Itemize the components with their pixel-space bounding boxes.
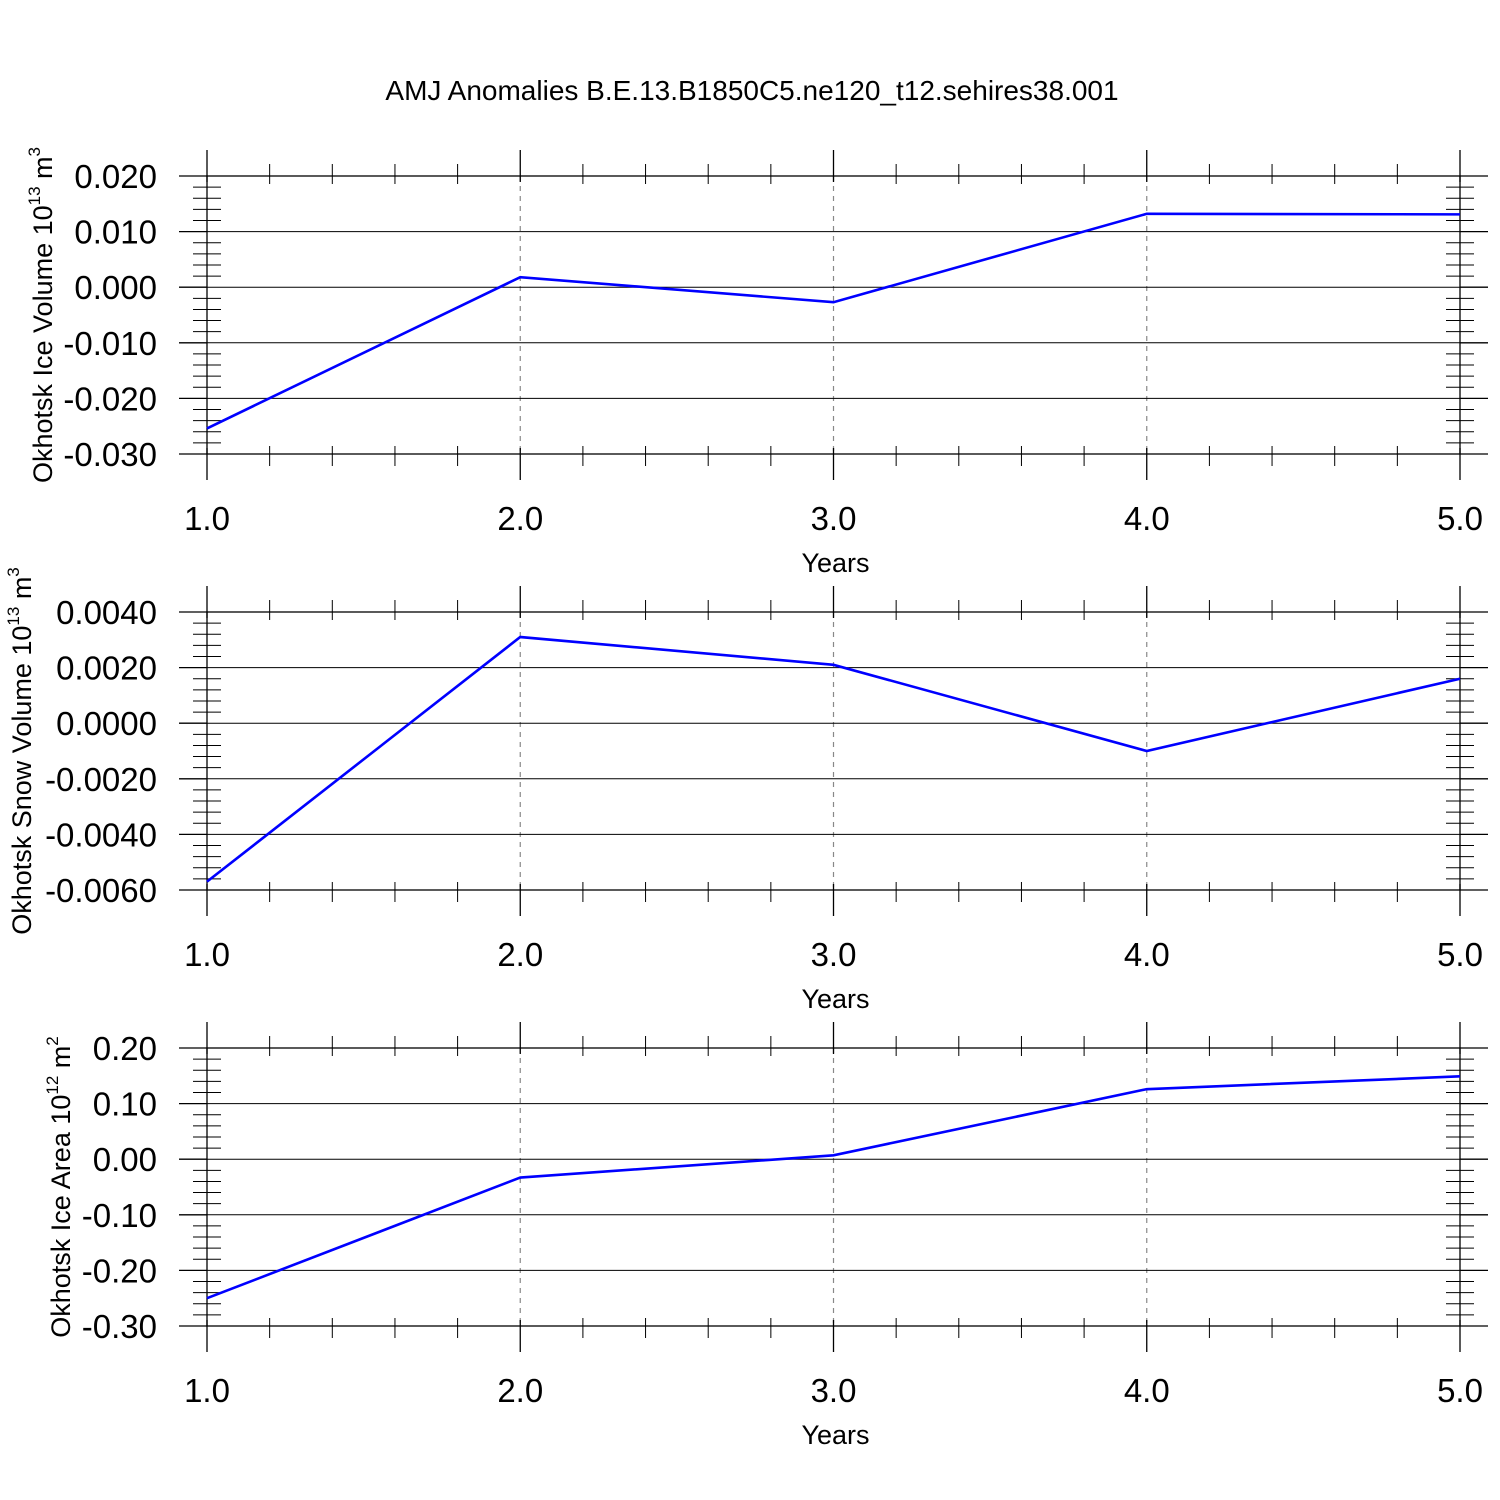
x-tick-label: 4.0 — [1124, 1372, 1170, 1409]
y-axis-title-part: m — [28, 156, 58, 186]
x-tick-label: 3.0 — [811, 500, 857, 537]
x-axis-title: Years — [801, 1420, 869, 1450]
x-tick-label: 2.0 — [497, 500, 543, 537]
y-tick-label: 0.20 — [93, 1030, 157, 1067]
x-axis-title: Years — [801, 984, 869, 1014]
x-tick-label: 2.0 — [497, 1372, 543, 1409]
x-tick-label: 4.0 — [1124, 500, 1170, 537]
chart-panels: -0.030 -0.020 -0.010 0.000 0.010 0.020 1.0 2.0 3… — [4, 147, 1488, 1450]
x-tick-label: 1.0 — [184, 936, 230, 973]
x-axis-title: Years — [801, 548, 869, 578]
x-tick-label: 1.0 — [184, 500, 230, 537]
y-axis-title-part: Okhotsk Ice Volume 10 — [28, 205, 58, 483]
y-tick-label: -0.30 — [82, 1308, 157, 1345]
x-tick-label: 4.0 — [1124, 936, 1170, 973]
y-tick-label: -0.020 — [63, 380, 157, 417]
y-axis-title-superscript: 13 — [4, 607, 23, 626]
x-tick-label: 5.0 — [1437, 936, 1483, 973]
x-tick-label: 1.0 — [184, 1372, 230, 1409]
y-tick-label: 0.0020 — [56, 650, 157, 687]
chart-panel-3: -0.30 -0.20 -0.10 0.00 0.10 0.20 1.0 2.0 3.0 4.0 5… — [43, 1022, 1488, 1450]
chart-panel-2: -0.0060 -0.0040 -0.0020 0.0000 0.0020 0.0040 1… — [4, 567, 1488, 1014]
y-tick-label: 0.000 — [74, 269, 157, 306]
y-tick-label: -0.10 — [82, 1197, 157, 1234]
x-tick-label: 5.0 — [1437, 500, 1483, 537]
y-tick-label: 0.0000 — [56, 705, 157, 742]
y-tick-label: -0.0040 — [45, 816, 157, 853]
y-tick-label: 0.00 — [93, 1141, 157, 1178]
y-tick-label: -0.010 — [63, 325, 157, 362]
x-tick-label: 3.0 — [811, 936, 857, 973]
y-axis-title: Okhotsk Ice Area 1012 m2 — [43, 1036, 76, 1338]
y-tick-label: -0.0020 — [45, 761, 157, 798]
x-tick-label: 5.0 — [1437, 1372, 1483, 1409]
chart-panel-1: -0.030 -0.020 -0.010 0.000 0.010 0.020 1.0 2.0 3… — [25, 147, 1488, 578]
y-tick-label: -0.030 — [63, 436, 157, 473]
y-tick-label: 0.10 — [93, 1086, 157, 1123]
y-tick-label: 0.010 — [74, 214, 157, 251]
y-tick-label: 0.020 — [74, 158, 157, 195]
y-axis-title-superscript: 3 — [4, 567, 23, 576]
y-tick-label: 0.0040 — [56, 594, 157, 631]
y-axis-title-superscript: 2 — [43, 1036, 62, 1045]
x-tick-label: 3.0 — [811, 1372, 857, 1409]
y-axis-title-part: Okhotsk Ice Area 10 — [46, 1095, 76, 1338]
y-axis-title: Okhotsk Snow Volume 1013 m3 — [4, 567, 37, 935]
y-tick-label: -0.0060 — [45, 872, 157, 909]
x-tick-label: 2.0 — [497, 936, 543, 973]
chart-title: AMJ Anomalies B.E.13.B1850C5.ne120_t12.s… — [385, 75, 1118, 106]
y-axis-title-part: Okhotsk Snow Volume 10 — [7, 626, 37, 935]
y-axis-title-part: m — [7, 577, 37, 607]
y-axis-title-part: m — [46, 1046, 76, 1076]
y-tick-label: -0.20 — [82, 1252, 157, 1289]
y-axis-title-superscript: 13 — [25, 186, 44, 205]
y-axis-title-superscript: 12 — [43, 1076, 62, 1095]
y-axis-title-superscript: 3 — [25, 147, 44, 156]
y-axis-title: Okhotsk Ice Volume 1013 m3 — [25, 147, 58, 483]
